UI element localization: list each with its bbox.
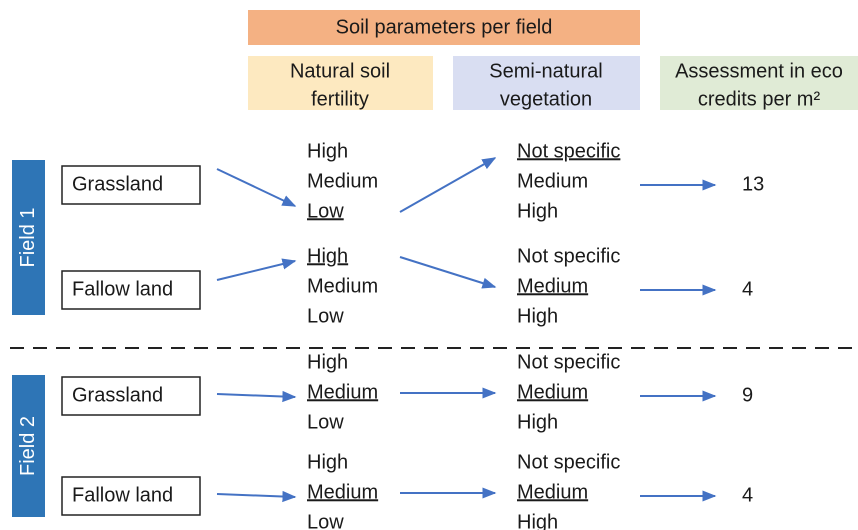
arrow (216, 390, 297, 403)
column-header: credits per m² (698, 88, 821, 110)
field-bar (12, 160, 45, 315)
land-box (61, 376, 201, 416)
fertility-option: Medium (307, 481, 378, 503)
credits: 4 (742, 278, 753, 300)
column-header: Natural soil (290, 60, 390, 82)
arrow (399, 256, 497, 289)
field-bar (12, 375, 45, 517)
vegetation-option: Not specific (517, 351, 620, 373)
header-title: Soil parameters per field (336, 16, 553, 38)
column-box (453, 56, 640, 110)
land-label: Fallow land (72, 484, 173, 506)
fertility-option: High (307, 351, 348, 373)
arrow (216, 258, 297, 281)
vegetation-option: High (517, 200, 558, 222)
vegetation-option: Medium (517, 381, 588, 403)
fertility-option: Low (307, 511, 344, 530)
arrow (399, 157, 497, 213)
field-label: Field 1 (17, 207, 39, 267)
fertility-option: Low (307, 305, 344, 327)
land-label: Grassland (72, 384, 163, 406)
column-box (660, 56, 858, 110)
vegetation-option: Not specific (517, 140, 620, 162)
fertility-option: High (307, 245, 348, 267)
vegetation-option: Medium (517, 481, 588, 503)
column-header: Semi-natural (489, 60, 602, 82)
fertility-option: High (307, 451, 348, 473)
fertility-option: Low (307, 411, 344, 433)
fertility-option: Medium (307, 381, 378, 403)
fertility-option: Medium (307, 275, 378, 297)
land-label: Grassland (72, 173, 163, 195)
vegetation-option: Not specific (517, 451, 620, 473)
fertility-option: Low (307, 200, 344, 222)
credits: 13 (742, 173, 764, 195)
credits: 9 (742, 384, 753, 406)
vegetation-option: Not specific (517, 245, 620, 267)
column-header: Assessment in eco (675, 60, 843, 82)
header-box (248, 10, 640, 45)
fertility-option: Medium (307, 170, 378, 192)
credits: 4 (742, 484, 753, 506)
fertility-option: High (307, 140, 348, 162)
arrow (216, 490, 297, 503)
field-label: Field 2 (17, 416, 39, 476)
vegetation-option: Medium (517, 170, 588, 192)
vegetation-option: High (517, 305, 558, 327)
column-header: vegetation (500, 88, 592, 110)
land-box (61, 476, 201, 516)
land-box (61, 165, 201, 205)
vegetation-option: High (517, 511, 558, 530)
land-box (61, 270, 201, 310)
column-header: fertility (311, 88, 369, 110)
vegetation-option: High (517, 411, 558, 433)
vegetation-option: Medium (517, 275, 588, 297)
land-label: Fallow land (72, 278, 173, 300)
column-box (248, 56, 433, 110)
arrow (216, 168, 297, 207)
